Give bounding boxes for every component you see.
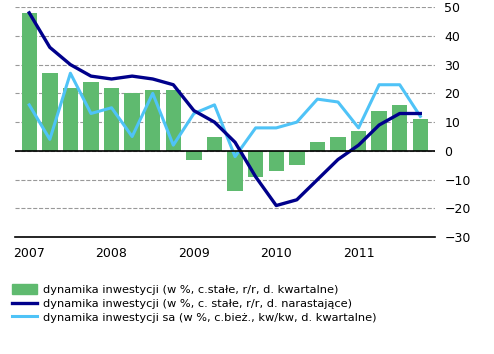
Bar: [310, 142, 325, 151]
Bar: [351, 131, 366, 151]
Bar: [248, 151, 263, 177]
Bar: [289, 151, 304, 165]
Bar: [392, 105, 408, 151]
Bar: [330, 137, 346, 151]
Bar: [412, 119, 428, 151]
Legend: dynamika inwestycji (w %, c.stałe, r/r, d. kwartalne), dynamika inwestycji (w %,: dynamika inwestycji (w %, c.stałe, r/r, …: [12, 284, 376, 323]
Bar: [371, 110, 387, 151]
Bar: [207, 137, 222, 151]
Bar: [42, 73, 57, 151]
Bar: [63, 88, 78, 151]
Bar: [269, 151, 284, 171]
Bar: [83, 82, 99, 151]
Bar: [124, 93, 140, 151]
Bar: [22, 13, 37, 151]
Bar: [165, 91, 181, 151]
Bar: [145, 91, 161, 151]
Bar: [227, 151, 243, 191]
Bar: [104, 88, 119, 151]
Bar: [186, 151, 202, 160]
